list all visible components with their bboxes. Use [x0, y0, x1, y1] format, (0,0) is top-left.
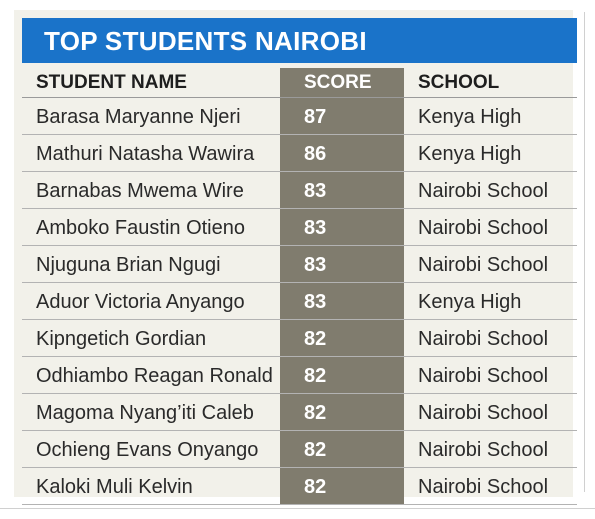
table-row: Odhiambo Reagan Ronald 82 Nairobi School: [22, 357, 577, 394]
table-row: Kaloki Muli Kelvin 82 Nairobi School: [22, 468, 577, 505]
table-row: Ochieng Evans Onyango 82 Nairobi School: [22, 431, 577, 468]
student-school: Nairobi School: [418, 439, 549, 461]
student-school: Nairobi School: [418, 402, 549, 424]
student-school: Nairobi School: [418, 180, 549, 202]
student-score: 83: [304, 254, 327, 276]
header-student-name: STUDENT NAME: [36, 72, 187, 93]
student-name: Barasa Maryanne Njeri: [36, 106, 241, 128]
student-school: Nairobi School: [418, 476, 549, 498]
student-score: 86: [304, 143, 327, 165]
student-score: 82: [304, 439, 327, 461]
student-score: 83: [304, 180, 327, 202]
student-school: Nairobi School: [418, 254, 549, 276]
score-column-background: [280, 68, 404, 504]
student-score: 82: [304, 402, 327, 424]
student-score: 82: [304, 476, 327, 498]
table-row: Aduor Victoria Anyango 83 Kenya High: [22, 283, 577, 320]
student-score: 82: [304, 365, 327, 387]
header-score: SCORE: [304, 72, 372, 93]
student-name: Mathuri Natasha Wawira: [36, 143, 255, 165]
table-row: Njuguna Brian Ngugi 83 Nairobi School: [22, 246, 577, 283]
student-school: Nairobi School: [418, 328, 549, 350]
student-name: Njuguna Brian Ngugi: [36, 254, 221, 276]
student-score: 87: [304, 106, 327, 128]
header-school: SCHOOL: [418, 72, 500, 93]
table-row: Barasa Maryanne Njeri 87 Kenya High: [22, 98, 577, 135]
table-body: Barasa Maryanne Njeri 87 Kenya High Math…: [22, 98, 577, 505]
student-school: Kenya High: [418, 106, 522, 128]
table-header: STUDENT NAME SCORE SCHOOL: [22, 68, 577, 98]
student-score: 83: [304, 217, 327, 239]
student-score: 82: [304, 328, 327, 350]
student-name: Ochieng Evans Onyango: [36, 439, 259, 461]
students-table-card: TOP STUDENTS NAIROBI STUDENT NAME SCORE …: [14, 10, 577, 505]
student-school: Nairobi School: [418, 217, 549, 239]
table-row: Kipngetich Gordian 82 Nairobi School: [22, 320, 577, 357]
table-row: Barnabas Mwema Wire 83 Nairobi School: [22, 172, 577, 209]
table-row: Mathuri Natasha Wawira 86 Kenya High: [22, 135, 577, 172]
student-name: Kaloki Muli Kelvin: [36, 476, 193, 498]
student-school: Kenya High: [418, 143, 522, 165]
student-school: Kenya High: [418, 291, 522, 313]
student-name: Odhiambo Reagan Ronald: [36, 365, 273, 387]
student-name: Magoma Nyang’iti Caleb: [36, 402, 254, 424]
frame-divider-bottom: [0, 508, 595, 509]
table-row: Amboko Faustin Otieno 83 Nairobi School: [22, 209, 577, 246]
student-name: Aduor Victoria Anyango: [36, 291, 245, 313]
table-title: TOP STUDENTS NAIROBI: [22, 18, 577, 63]
table-row: Magoma Nyang’iti Caleb 82 Nairobi School: [22, 394, 577, 431]
student-name: Barnabas Mwema Wire: [36, 180, 244, 202]
student-name: Amboko Faustin Otieno: [36, 217, 245, 239]
student-school: Nairobi School: [418, 365, 549, 387]
frame-divider-right: [584, 12, 585, 492]
student-name: Kipngetich Gordian: [36, 328, 207, 350]
student-score: 83: [304, 291, 327, 313]
